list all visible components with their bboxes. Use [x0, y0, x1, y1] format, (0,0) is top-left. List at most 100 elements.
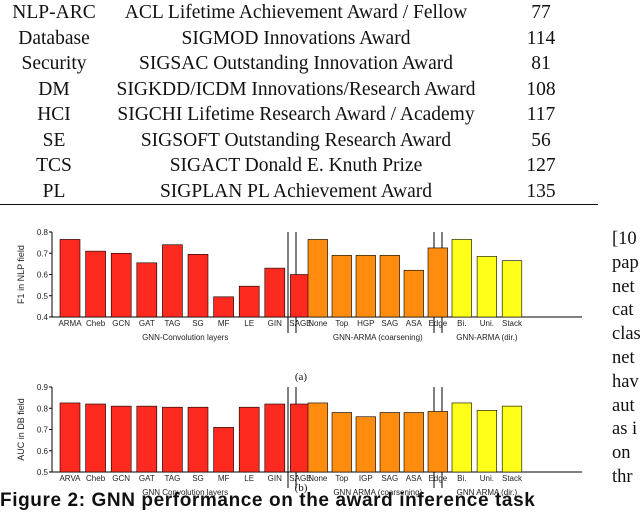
count-cell: 81 — [531, 53, 551, 74]
bar-top — [331, 255, 352, 318]
group-axis-label: GNN ARMA (coarsening) — [333, 488, 422, 497]
x-tick-label: Cheb — [86, 474, 106, 483]
y-axis-label: AUC in DB field — [16, 398, 26, 461]
y-tick-label: 0.7 — [37, 426, 49, 435]
bar-igp — [355, 416, 376, 473]
x-tick-label: LE — [244, 319, 254, 328]
table-row: TCS SIGACT Donald E. Knuth Prize 127 — [0, 153, 598, 179]
table-row: SE SIGSOFT Outstanding Research Award 56 — [0, 128, 598, 154]
table-row: PL SIGPLAN PL Achievement Award 135 — [0, 179, 598, 205]
bar-stack — [501, 405, 523, 473]
x-tick-label: HGP — [357, 319, 374, 328]
x-tick-label: ASA — [406, 319, 423, 328]
award-cell: SIGPLAN PL Achievement Award — [159, 180, 433, 202]
count-cell: 77 — [531, 2, 551, 23]
x-tick-label: TAG — [164, 319, 180, 328]
figure-caption: Figure 2: GNN performance on the award i… — [0, 490, 536, 511]
bar-asa — [403, 269, 424, 318]
y-tick-label: 0.6 — [37, 447, 49, 456]
area-cell: TCS — [36, 155, 72, 176]
group-axis-label: GNN Convolution layers — [142, 488, 228, 497]
table-row: DM SIGKDD/ICDM Innovations/Research Award… — [0, 77, 598, 103]
x-tick-label: Uni. — [480, 319, 494, 328]
bar-top — [331, 412, 352, 473]
bar-tag — [162, 406, 183, 473]
y-tick-label: 0.9 — [37, 383, 49, 392]
y-tick-label: 0.8 — [37, 404, 49, 413]
award-cell: SIGMOD Innovations Award — [181, 27, 411, 49]
side-text-line: thr — [612, 466, 633, 487]
bar-le — [238, 285, 260, 318]
right-column-text: [10 pap net cat clas net hav aut as i on thr — [612, 228, 640, 490]
x-tick-label: Bi. — [457, 319, 466, 328]
x-tick-label: Top — [335, 319, 348, 328]
x-tick-label: SAGE — [289, 474, 311, 483]
bar-sg — [187, 406, 209, 473]
bar-none — [307, 239, 328, 318]
award-table: NLP-ARC ACL Lifetime Achievement Award / … — [0, 0, 598, 204]
x-tick-label: Cheb — [86, 319, 106, 328]
chart-auc-db-svg: 0.5 0.6 0.7 0.8 0.9 AUC in DB field ARVA Cheb GC… — [16, 383, 582, 497]
table-bottom-rule — [0, 204, 598, 205]
y-tick-label: 0.5 — [37, 468, 49, 477]
area-cell: DM — [38, 78, 70, 100]
x-tick-label: Stack — [502, 319, 523, 328]
x-tick-label: SAG — [381, 319, 398, 328]
x-tick-label: Top — [335, 474, 348, 483]
award-cell: SIGACT Donald E. Knuth Prize — [169, 155, 423, 176]
side-text-line: on — [612, 443, 631, 464]
bar-arva — [59, 402, 81, 473]
x-tick-label: GIN — [268, 319, 282, 328]
bar-sag — [379, 255, 400, 318]
bar-stack — [501, 260, 523, 318]
x-tick-label: None — [308, 474, 328, 483]
x-tick-label: GAT — [139, 319, 155, 328]
bar-tag — [162, 244, 183, 318]
bar-gin — [264, 267, 286, 318]
area-cell: HCI — [37, 104, 71, 125]
bar-bi — [451, 402, 472, 473]
area-cell: NLP-ARC — [12, 2, 96, 23]
bar-asa — [403, 412, 424, 473]
bar-uni — [476, 256, 498, 318]
x-tick-label: TAG — [164, 474, 180, 483]
group-axis-label: GNN-ARMA (dir.) — [456, 333, 518, 342]
bar-gcn — [110, 252, 132, 318]
count-cell: 56 — [531, 129, 551, 151]
count-cell: 117 — [526, 104, 556, 125]
x-tick-label: IGP — [359, 474, 373, 483]
bar-le — [238, 406, 260, 473]
y-axis-label: F1 in NLP field — [16, 245, 26, 304]
x-tick-label: SAGE — [289, 319, 311, 328]
side-text-line: hav — [612, 371, 639, 392]
area-cell: PL — [42, 180, 66, 202]
group-axis-label: GNN-ARMA (coarsening) — [333, 333, 423, 342]
award-cell: ACL Lifetime Achievement Award / Fellow — [124, 2, 468, 23]
x-tick-label: Bi. — [457, 474, 466, 483]
bar-mf — [213, 296, 234, 318]
y-tick-label: 0.6 — [37, 271, 49, 280]
group-axis-label: GNN ARMA (dir.) — [457, 488, 518, 497]
bar-arma — [59, 239, 81, 318]
x-tick-label: SG — [192, 319, 204, 328]
panel-label-b: (b) — [294, 482, 308, 494]
x-tick-label: Uni. — [480, 474, 494, 483]
award-cell: SIGKDD/ICDM Innovations/Research Award — [116, 78, 476, 100]
bar-none — [307, 402, 328, 473]
x-tick-label: GIN — [268, 474, 282, 483]
bar-hgp — [355, 255, 376, 318]
area-cell: Security — [21, 53, 87, 74]
chart-f1-nlp-svg: 0.4 0.5 0.6 0.7 0.8 F1 in NLP field ARMA Cheb GC… — [16, 228, 582, 342]
x-tick-label: Edge — [428, 474, 447, 483]
count-cell: 127 — [526, 155, 556, 176]
group-axis-label: GNN-Convolution layers — [142, 333, 228, 342]
bar-sag — [379, 412, 400, 473]
count-cell: 135 — [526, 180, 556, 202]
x-tick-label: None — [308, 319, 328, 328]
x-tick-label: GCN — [112, 319, 130, 328]
x-tick-label: Stack — [502, 474, 523, 483]
chart-f1-nlp: 0.4 0.5 0.6 0.7 0.8 F1 in NLP field ARMA Cheb GC… — [0, 223, 600, 375]
side-text-line: [10 — [612, 229, 637, 249]
bar-sage — [290, 274, 311, 318]
area-cell: Database — [18, 27, 90, 49]
